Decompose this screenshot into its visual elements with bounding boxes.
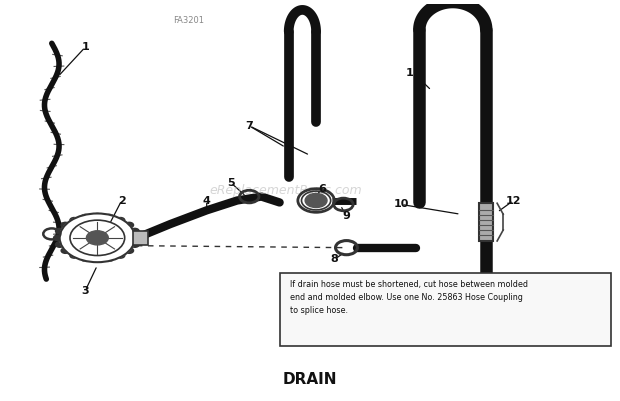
Circle shape <box>70 217 78 223</box>
FancyBboxPatch shape <box>479 203 494 241</box>
Circle shape <box>81 256 89 261</box>
Text: If drain hose must be shortened, cut hose between molded
end and molded elbow. U: If drain hose must be shortened, cut hos… <box>290 280 528 315</box>
Text: 12: 12 <box>506 196 521 205</box>
Text: 1: 1 <box>81 42 89 52</box>
Circle shape <box>93 213 102 219</box>
Circle shape <box>125 222 133 228</box>
Circle shape <box>61 248 69 253</box>
Circle shape <box>56 229 64 234</box>
Circle shape <box>117 217 125 223</box>
Text: eReplacementParts.com: eReplacementParts.com <box>210 184 362 197</box>
Circle shape <box>117 253 125 258</box>
Circle shape <box>131 242 139 247</box>
FancyBboxPatch shape <box>280 273 611 346</box>
Text: 2: 2 <box>118 196 125 205</box>
Circle shape <box>305 193 327 208</box>
Text: 5: 5 <box>227 178 235 188</box>
Circle shape <box>133 235 141 241</box>
Text: 6: 6 <box>318 184 326 194</box>
Circle shape <box>70 253 78 258</box>
Circle shape <box>93 257 102 262</box>
Text: 9: 9 <box>342 211 350 221</box>
FancyBboxPatch shape <box>133 231 148 245</box>
Circle shape <box>56 242 64 247</box>
Circle shape <box>81 215 89 220</box>
Text: DRAIN: DRAIN <box>283 372 337 387</box>
Text: 4: 4 <box>203 196 211 205</box>
Circle shape <box>125 248 133 253</box>
Text: FA3201: FA3201 <box>173 16 204 25</box>
Circle shape <box>61 222 69 228</box>
Text: 7: 7 <box>246 121 253 131</box>
Circle shape <box>86 231 108 245</box>
Text: 10: 10 <box>394 199 409 209</box>
Text: 8: 8 <box>330 255 338 264</box>
Text: 3: 3 <box>81 286 89 296</box>
Circle shape <box>105 256 114 261</box>
Circle shape <box>131 229 139 234</box>
Circle shape <box>53 235 62 241</box>
Circle shape <box>105 215 114 220</box>
Text: 11: 11 <box>405 68 421 78</box>
Circle shape <box>60 213 135 262</box>
